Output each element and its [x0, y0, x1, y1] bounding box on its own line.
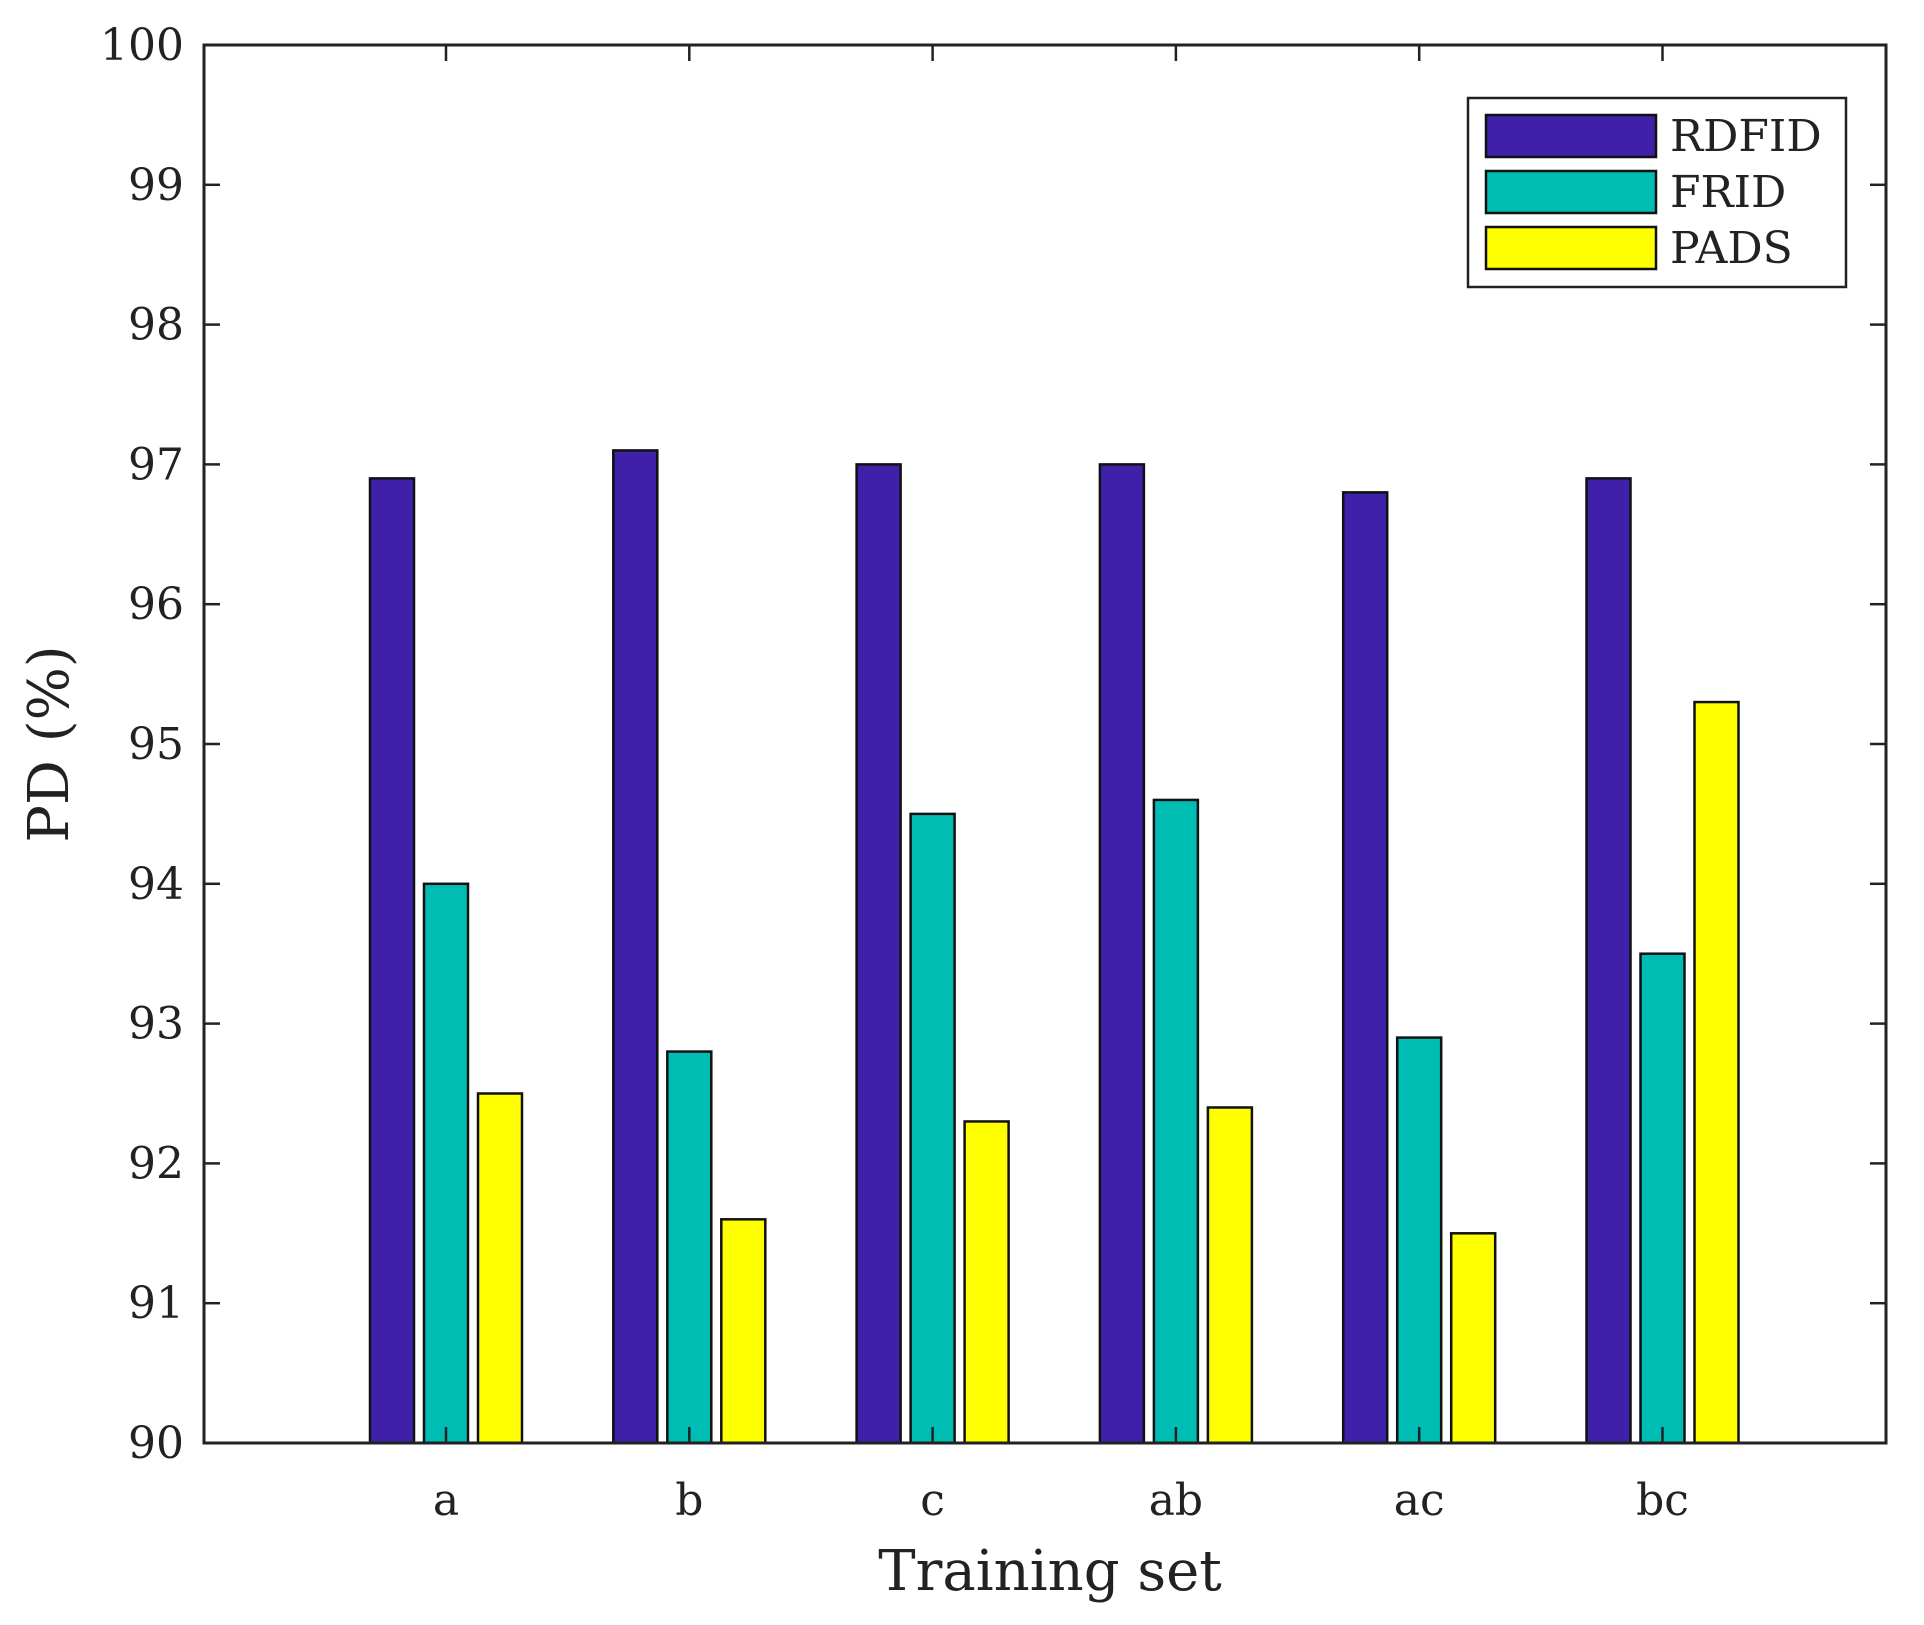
- y-tick-label: 97: [128, 439, 184, 490]
- plot-frame: [202, 43, 1888, 1445]
- bar-rdfid-a: [368, 477, 416, 1445]
- y-tick-label: 93: [128, 999, 184, 1050]
- x-tick-labels: a b c ab ac bc: [433, 1475, 1689, 1526]
- bar-pads-bc: [1693, 700, 1740, 1445]
- bar-pads-c: [963, 1120, 1010, 1445]
- bar-rdfid-b: [612, 449, 659, 1445]
- legend-label-frid: FRID: [1670, 167, 1786, 218]
- bar-frid-b: [666, 1050, 713, 1445]
- bar-frid-c: [909, 812, 956, 1445]
- bar-pads-ab: [1206, 1106, 1254, 1445]
- bar-rdfid-bc: [1585, 477, 1632, 1445]
- y-tick-label: 98: [128, 300, 184, 351]
- legend-swatch-pads: [1484, 225, 1658, 271]
- y-tick-label: 100: [100, 20, 184, 71]
- y-tick-label: 99: [128, 160, 184, 211]
- bar-rdfid-ab: [1098, 463, 1146, 1445]
- legend-swatch-rdfid: [1484, 113, 1658, 159]
- x-tick-label: b: [675, 1475, 703, 1526]
- bars-layer: [368, 449, 1740, 1445]
- x-tick-label: a: [433, 1475, 459, 1526]
- x-tick-label: bc: [1636, 1475, 1689, 1526]
- y-tick-label: 91: [128, 1278, 184, 1329]
- bar-pads-b: [720, 1218, 767, 1445]
- y-tick-label: 95: [128, 719, 184, 770]
- y-tick-label: 90: [128, 1418, 184, 1469]
- bar-rdfid-ac: [1341, 491, 1389, 1445]
- y-tick-label: 92: [128, 1138, 184, 1189]
- y-tick-labels: 90 91 92 93 94 95 96 97 98 99 100: [100, 20, 184, 1469]
- x-tick-label: ab: [1149, 1475, 1203, 1526]
- bar-pads-ac: [1449, 1232, 1497, 1445]
- bar-pads-a: [476, 1092, 524, 1445]
- bar-frid-ac: [1395, 1036, 1443, 1445]
- legend-label-pads: PADS: [1670, 223, 1793, 274]
- bar-frid-a: [422, 882, 470, 1445]
- legend-label-rdfid: RDFID: [1670, 111, 1822, 162]
- y-axis-title: PD (%): [17, 645, 82, 842]
- bar-frid-bc: [1639, 952, 1686, 1445]
- x-axis-title: Training set: [878, 1539, 1222, 1604]
- y-tick-label: 96: [128, 579, 184, 630]
- x-tick-label: c: [920, 1475, 945, 1526]
- y-tick-label: 94: [128, 859, 184, 910]
- bar-frid-ab: [1152, 798, 1200, 1445]
- x-tick-label: ac: [1394, 1475, 1445, 1526]
- bar-rdfid-c: [855, 463, 902, 1445]
- legend-swatch-frid: [1484, 169, 1658, 215]
